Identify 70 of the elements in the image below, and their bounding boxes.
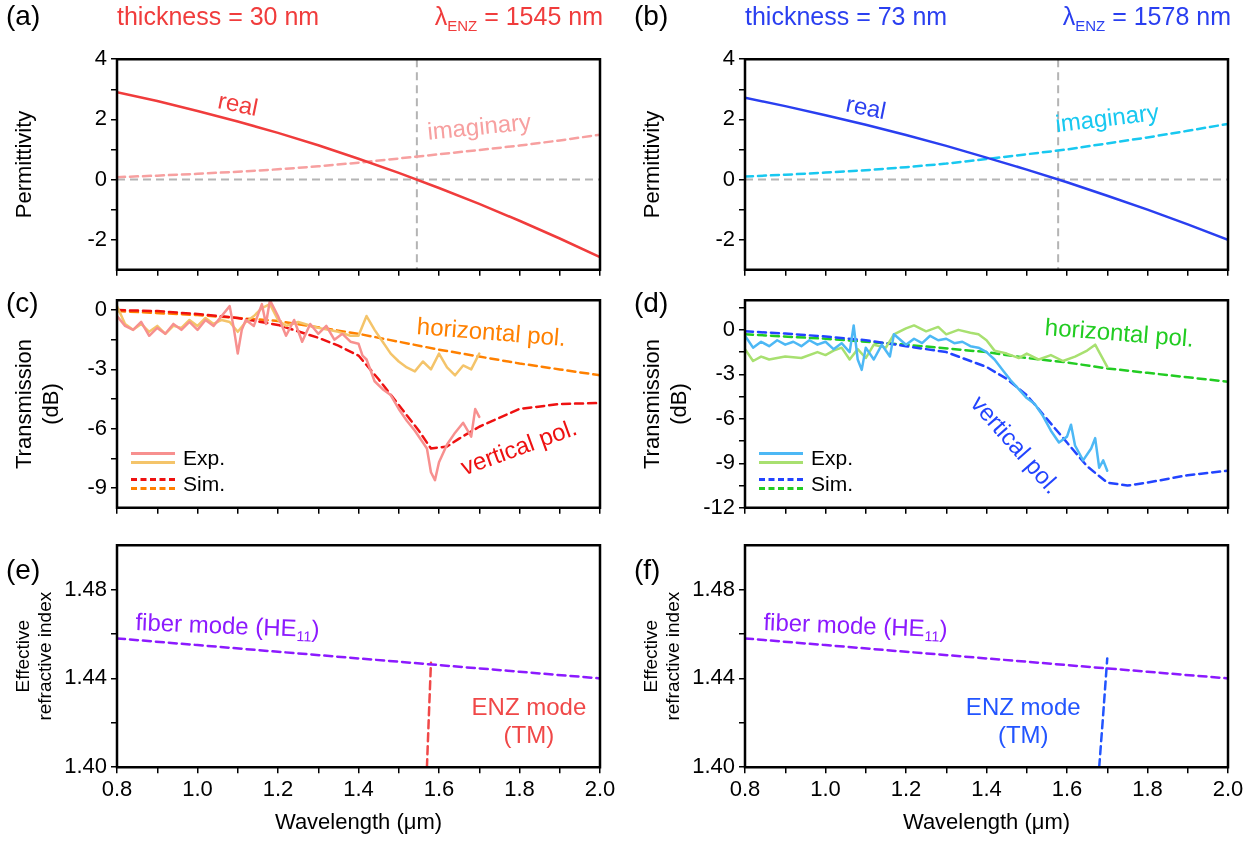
y-tick-label: -12 <box>703 493 735 519</box>
y-tick-label: 0 <box>94 165 107 191</box>
text: (b) <box>634 0 669 32</box>
y-tick-label: -3 <box>715 360 735 386</box>
text: (c) <box>6 287 39 319</box>
annotation: vertical pol. <box>457 413 581 481</box>
chart-title: thickness = 30 nm <box>117 2 320 31</box>
y-tick-label: 4 <box>722 45 735 71</box>
legend-label: Sim. <box>183 471 225 496</box>
chart-title: thickness = 73 nm <box>745 2 948 31</box>
y-tick-label: 1.48 <box>64 575 107 601</box>
x-tick-label: 1.2 <box>262 776 294 802</box>
y-tick-label: 2 <box>722 105 735 131</box>
x-tick-label: 2.0 <box>1212 776 1244 802</box>
x-tick-label: 1.0 <box>810 776 841 802</box>
series-label: fiber mode (HE11) <box>134 608 321 645</box>
text: (a) <box>6 0 41 32</box>
y-tick-label: 4 <box>94 45 107 71</box>
text: (f) <box>634 554 661 586</box>
y-tick-label: -2 <box>87 225 107 251</box>
legend-label: Exp. <box>811 445 854 470</box>
y-axis-title: Effective refractive index <box>639 591 684 721</box>
x-tick-label: 2.0 <box>584 776 616 802</box>
x-axis-title: Wavelength (μm) <box>902 808 1071 834</box>
x-axis-title: Wavelength (μm) <box>274 808 443 834</box>
annotation: horizontal pol. <box>1043 312 1196 352</box>
series-label: fiber mode (HE11) <box>762 608 949 645</box>
text: real <box>215 86 261 121</box>
annotation: horizontal pol. <box>415 312 568 351</box>
y-axis-title: Permittivity <box>639 110 665 219</box>
x-tick-label: 1.0 <box>182 776 213 802</box>
x-tick-label: 1.6 <box>1051 776 1083 802</box>
y-tick-label: 1.40 <box>64 753 107 779</box>
x-tick-label: 1.8 <box>504 776 535 802</box>
y-axis-title: Transmission (dB) <box>11 339 63 469</box>
text: (e) <box>6 554 41 586</box>
y-tick-label: -6 <box>87 414 107 440</box>
series-label: ENZ mode (TM) <box>471 692 587 748</box>
x-tick-label: 1.6 <box>423 776 455 802</box>
y-axis-title: Transmission (dB) <box>639 339 691 469</box>
y-tick-label: 0 <box>722 165 735 191</box>
y-tick-label: 2 <box>94 105 107 131</box>
y-axis-title: Effective refractive index <box>11 591 56 721</box>
chart-subtitle: λ$_{ENZ}$ = 1578 nm <box>1062 2 1231 34</box>
x-tick-label: 1.8 <box>1132 776 1163 802</box>
y-tick-label: 1.48 <box>692 575 735 601</box>
x-tick-label: 1.4 <box>971 776 1002 802</box>
y-tick-label: -2 <box>715 225 735 251</box>
text: (d) <box>634 287 669 319</box>
y-tick-label: 0 <box>722 315 735 341</box>
series-label: ENZ mode (TM) <box>965 692 1081 748</box>
legend-label: Sim. <box>811 471 853 496</box>
y-tick-label: -6 <box>715 404 735 430</box>
y-axis-title: Permittivity <box>11 110 37 219</box>
y-tick-label: 1.44 <box>64 664 107 690</box>
x-tick-label: 0.8 <box>101 776 133 802</box>
x-tick-label: 1.2 <box>890 776 922 802</box>
x-tick-label: 0.8 <box>729 776 761 802</box>
y-tick-label: 1.44 <box>692 664 735 690</box>
text: imaginary <box>1053 97 1161 138</box>
y-tick-label: 1.40 <box>692 753 735 779</box>
x-tick-label: 1.4 <box>343 776 374 802</box>
legend-label: Exp. <box>183 445 226 470</box>
text: imaginary <box>425 107 533 145</box>
y-tick-label: -9 <box>87 474 107 500</box>
y-tick-label: -9 <box>715 449 735 475</box>
y-tick-label: 0 <box>94 296 107 322</box>
chart-subtitle: λ$_{ENZ}$ = 1545 nm <box>434 2 603 34</box>
y-tick-label: -3 <box>87 355 107 381</box>
text: real <box>843 89 889 125</box>
